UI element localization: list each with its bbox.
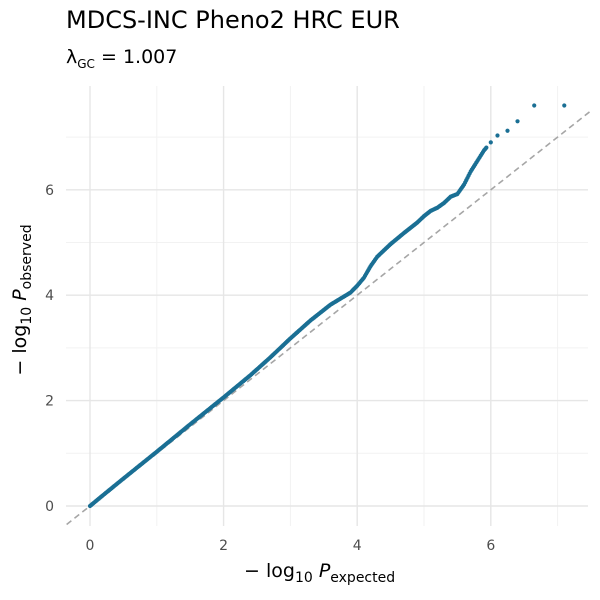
x-tick-label: 0	[86, 538, 95, 554]
x-axis-label: − log10 Pexpected	[244, 560, 395, 586]
x-label-var: P	[318, 560, 331, 582]
data-point	[495, 133, 500, 138]
y-label-var: P	[9, 289, 32, 301]
y-tick-label: 4	[45, 288, 54, 304]
y-label-sub: observed	[18, 224, 35, 290]
x-tick-label: 6	[486, 538, 495, 554]
lambda-equals: =	[94, 46, 123, 68]
x-label-base: 10	[294, 569, 313, 586]
y-label-base: 10	[18, 306, 35, 325]
chart-subtitle: λGC = 1.007	[66, 46, 177, 71]
y-tick-label: 6	[45, 183, 54, 199]
lambda-symbol: λ	[66, 46, 78, 68]
y-tick-label: 0	[45, 499, 54, 515]
data-point	[505, 128, 510, 133]
axis-ticks: 0 2 4 6 0 2 4 6	[45, 183, 495, 554]
chart-title: MDCS-INC Pheno2 HRC EUR	[66, 6, 400, 34]
x-label-sub: expected	[330, 569, 396, 586]
data-point	[515, 119, 520, 124]
y-tick-label: 2	[45, 394, 54, 410]
x-label-log: − log	[244, 560, 295, 582]
lambda-value: 1.007	[122, 46, 178, 68]
y-axis-label: − log10 Pobserved	[9, 224, 35, 375]
y-label-log: − log	[9, 324, 32, 376]
plot-grid	[66, 86, 588, 526]
x-tick-label: 4	[353, 538, 362, 554]
lambda-subscript: GC	[77, 56, 95, 71]
x-tick-label: 2	[219, 538, 228, 554]
data-point	[484, 145, 489, 150]
data-point	[562, 103, 567, 108]
data-point	[532, 103, 537, 108]
data-point	[488, 140, 493, 145]
data-points	[87, 103, 567, 509]
